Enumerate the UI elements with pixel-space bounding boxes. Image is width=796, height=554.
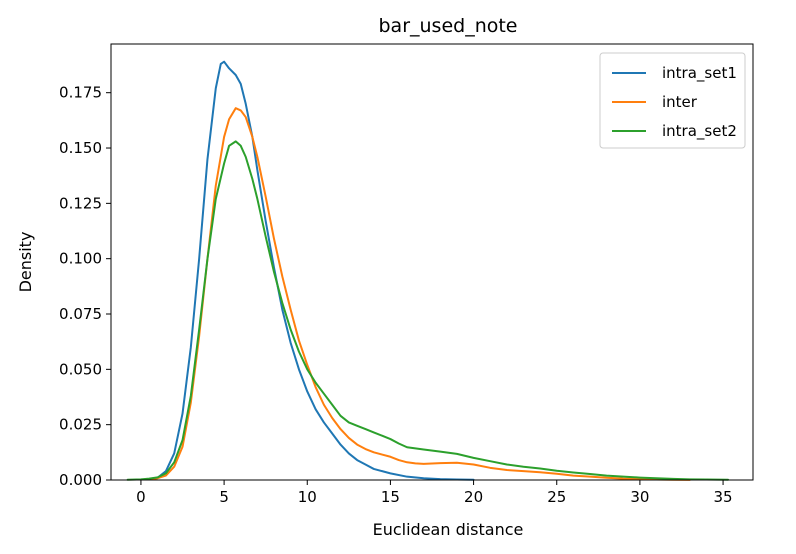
chart-title: bar_used_note xyxy=(378,15,517,37)
legend-box xyxy=(599,52,746,149)
y-tick-label: 0.100 xyxy=(59,250,102,268)
x-tick-label: 20 xyxy=(464,488,483,506)
y-tick-label: 0.175 xyxy=(59,84,102,102)
legend-label-inter: inter xyxy=(662,93,698,111)
y-tick-label: 0.025 xyxy=(59,416,102,434)
axes-frame xyxy=(110,43,754,481)
y-tick-label: 0.125 xyxy=(59,194,102,212)
x-tick-label: 30 xyxy=(630,488,649,506)
x-axis-ticks: 0 5 10 15 20 25 30 35 xyxy=(136,480,733,506)
x-tick-label: 5 xyxy=(219,488,229,506)
y-tick-label: 0.075 xyxy=(59,305,102,323)
plot-area: 0 5 10 15 20 25 30 35 0.000 0.025 0.050 0.075 0.100… xyxy=(59,43,754,506)
y-tick-label: 0.000 xyxy=(59,471,102,489)
y-tick-label: 0.050 xyxy=(59,360,102,378)
legend-label-intra_set1: intra_set1 xyxy=(662,64,737,83)
x-tick-label: 0 xyxy=(136,488,146,506)
x-tick-label: 35 xyxy=(714,488,733,506)
x-tick-label: 10 xyxy=(298,488,317,506)
x-tick-label: 15 xyxy=(381,488,400,506)
series-layer xyxy=(126,60,730,481)
y-axis-label: Density xyxy=(16,232,35,293)
series-line-inter xyxy=(148,107,691,481)
x-axis-label: Euclidean distance xyxy=(373,520,524,539)
y-axis-ticks: 0.000 0.025 0.050 0.075 0.100 0.125 0.150 0.175 xyxy=(59,84,111,489)
legend-label-intra_set2: intra_set2 xyxy=(662,122,737,141)
x-tick-label: 25 xyxy=(547,488,566,506)
y-tick-label: 0.150 xyxy=(59,139,102,157)
series-line-intra_set2 xyxy=(126,140,730,481)
